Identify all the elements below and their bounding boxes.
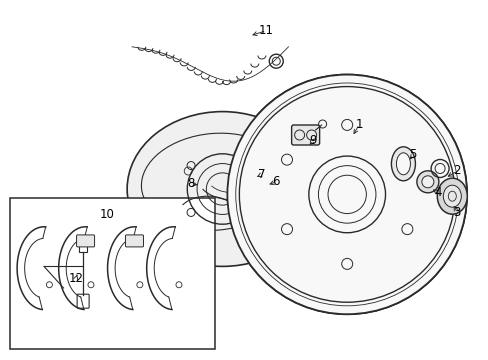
Text: 3: 3 [452,206,460,219]
Ellipse shape [390,147,415,181]
Circle shape [318,166,375,223]
Bar [10,198,215,349]
Text: 8: 8 [186,177,194,190]
Ellipse shape [443,185,460,207]
Text: 5: 5 [408,148,416,161]
FancyBboxPatch shape [77,235,94,247]
Text: 7: 7 [257,168,265,181]
Ellipse shape [421,176,433,188]
Ellipse shape [416,171,438,193]
Text: 1: 1 [355,118,363,131]
Ellipse shape [127,112,317,266]
FancyBboxPatch shape [291,125,319,145]
Text: 12: 12 [68,273,83,285]
Text: 2: 2 [452,165,460,177]
Text: 11: 11 [259,24,273,37]
Ellipse shape [396,153,409,175]
FancyBboxPatch shape [125,235,143,247]
Text: 9: 9 [308,134,316,147]
Bar [79,242,87,252]
Text: 10: 10 [100,208,115,221]
Circle shape [227,75,466,314]
Text: 4: 4 [433,186,441,199]
Ellipse shape [436,178,467,214]
Text: 6: 6 [272,175,280,188]
